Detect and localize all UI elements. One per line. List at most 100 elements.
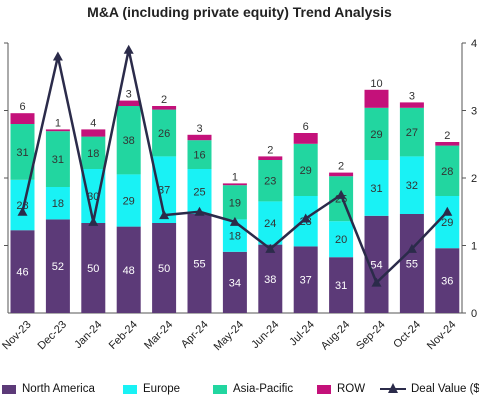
bar-segment-row bbox=[187, 134, 212, 141]
bar-data-label: 34 bbox=[229, 277, 241, 289]
bar-segment-north-america bbox=[293, 246, 318, 313]
bar-segment-north-america bbox=[10, 230, 35, 313]
legend-item-row: ROW bbox=[317, 383, 365, 395]
deal-value-marker bbox=[88, 216, 99, 226]
bar-data-label: 1 bbox=[55, 117, 61, 129]
bar-segment-europe bbox=[399, 156, 424, 214]
bar-data-label: 38 bbox=[264, 274, 276, 286]
x-tick-label: Nov-24 bbox=[425, 319, 459, 353]
legend-swatch-asia-pacific bbox=[213, 384, 227, 394]
x-tick-label: May-24 bbox=[212, 319, 246, 353]
bar-data-label: 37 bbox=[158, 185, 170, 197]
x-tick-label: Sep-24 bbox=[354, 319, 388, 353]
bar-data-label: 52 bbox=[52, 261, 64, 273]
bar-data-label: 25 bbox=[193, 187, 205, 199]
bar-segment-north-america bbox=[258, 244, 283, 313]
legend-swatch-north-america bbox=[2, 384, 16, 394]
x-tick-label: Nov-23 bbox=[0, 319, 34, 353]
right-axis-tick-label: 4 bbox=[471, 38, 477, 50]
x-tick-label: Oct-24 bbox=[391, 319, 423, 351]
bar-segment-asia-pacific bbox=[187, 140, 212, 169]
bar-segment-europe bbox=[116, 174, 141, 227]
legend-item-asia-pacific: Asia-Pacific bbox=[213, 383, 293, 395]
bar-data-label: 18 bbox=[87, 148, 99, 160]
x-tick-label: Dec-23 bbox=[36, 319, 70, 353]
deal-value-marker bbox=[123, 44, 134, 54]
right-axis-tick-label: 2 bbox=[471, 173, 477, 185]
bar-segment-north-america bbox=[116, 226, 141, 313]
right-axis-tick-label: 0 bbox=[471, 308, 477, 320]
bar-data-label: 19 bbox=[229, 197, 241, 209]
deal-value-marker bbox=[442, 206, 453, 216]
deal-value-marker bbox=[336, 189, 347, 199]
bar-data-label: 29 bbox=[123, 196, 135, 208]
bar-segment-row bbox=[258, 156, 283, 160]
bar-data-label: 18 bbox=[229, 231, 241, 243]
bar-data-label: 2 bbox=[444, 130, 450, 142]
x-tick-label: Jun-24 bbox=[249, 319, 281, 351]
bar-data-label: 31 bbox=[16, 147, 28, 159]
bar-segment-asia-pacific bbox=[435, 145, 460, 196]
legend-label-europe: Europe bbox=[143, 383, 181, 395]
deal-value-marker bbox=[300, 213, 311, 223]
bar-segment-europe bbox=[435, 196, 460, 249]
deal-value-marker bbox=[17, 206, 28, 216]
bar-data-label: 32 bbox=[406, 180, 418, 192]
bar-segment-asia-pacific bbox=[45, 131, 70, 187]
deal-value-marker bbox=[265, 243, 276, 253]
bar-data-label: 24 bbox=[264, 218, 276, 230]
bar-segment-asia-pacific bbox=[116, 106, 141, 175]
bar-data-label: 31 bbox=[335, 280, 347, 292]
bar-data-label: 4 bbox=[90, 117, 96, 129]
bar-segment-asia-pacific bbox=[10, 124, 35, 180]
bar-segment-asia-pacific bbox=[81, 136, 106, 169]
bar-data-label: 36 bbox=[441, 276, 453, 288]
bar-data-label: 3 bbox=[196, 123, 202, 135]
bar-segment-north-america bbox=[187, 214, 212, 313]
bar-segment-north-america bbox=[45, 219, 70, 313]
x-tick-label: Apr-24 bbox=[179, 319, 211, 351]
bar-segment-asia-pacific bbox=[152, 109, 177, 157]
bar-data-label: 20 bbox=[335, 234, 347, 246]
chart-title: M&A (including private equity) Trend Ana… bbox=[87, 4, 392, 20]
bar-segment-asia-pacific bbox=[258, 160, 283, 202]
legend-label-deal-value: Deal Value ($B bbox=[411, 383, 479, 395]
bar-data-label: 38 bbox=[123, 135, 135, 147]
legend-item-europe: Europe bbox=[123, 383, 180, 395]
deal-value-marker bbox=[52, 51, 63, 61]
bar-segment-north-america bbox=[152, 223, 177, 313]
bar-segment-row bbox=[81, 129, 106, 137]
bar-data-label: 54 bbox=[370, 259, 382, 271]
x-tick-label: Jul-24 bbox=[287, 319, 317, 349]
deal-value-marker bbox=[159, 210, 170, 220]
deal-value-marker bbox=[229, 216, 240, 226]
bar-segment-row bbox=[435, 142, 460, 146]
bar-segment-north-america bbox=[329, 257, 354, 313]
bar-data-label: 31 bbox=[52, 154, 64, 166]
legend-label-north-america: North America bbox=[22, 383, 95, 395]
bar-data-label: 6 bbox=[19, 101, 25, 113]
deal-value-marker bbox=[406, 243, 417, 253]
bar-data-label: 55 bbox=[193, 259, 205, 271]
x-tick-label: Mar-24 bbox=[142, 319, 175, 352]
right-axis-tick-label: 3 bbox=[471, 106, 477, 118]
right-axis-tick-label: 1 bbox=[471, 241, 477, 253]
legend-label-asia-pacific: Asia-Pacific bbox=[233, 383, 294, 395]
bar-segment-europe bbox=[364, 160, 389, 216]
bar-segment-europe bbox=[187, 169, 212, 214]
legend-swatch-europe bbox=[123, 384, 137, 394]
bar-data-label: 3 bbox=[126, 89, 132, 101]
bar-data-label: 46 bbox=[16, 267, 28, 279]
bar-data-label: 6 bbox=[303, 121, 309, 133]
bar-data-label: 10 bbox=[370, 78, 382, 90]
bar-data-label: 31 bbox=[370, 183, 382, 195]
legend-swatch-row bbox=[317, 384, 331, 394]
legend-item-north-america: North America bbox=[2, 383, 95, 395]
bar-data-label: 26 bbox=[158, 128, 170, 140]
bar-data-label: 55 bbox=[406, 259, 418, 271]
bar-data-label: 2 bbox=[338, 161, 344, 173]
bar-segment-row bbox=[116, 100, 141, 106]
bar-data-label: 2 bbox=[267, 144, 273, 156]
bar-segment-row bbox=[10, 113, 35, 124]
bar-data-label: 29 bbox=[370, 129, 382, 141]
